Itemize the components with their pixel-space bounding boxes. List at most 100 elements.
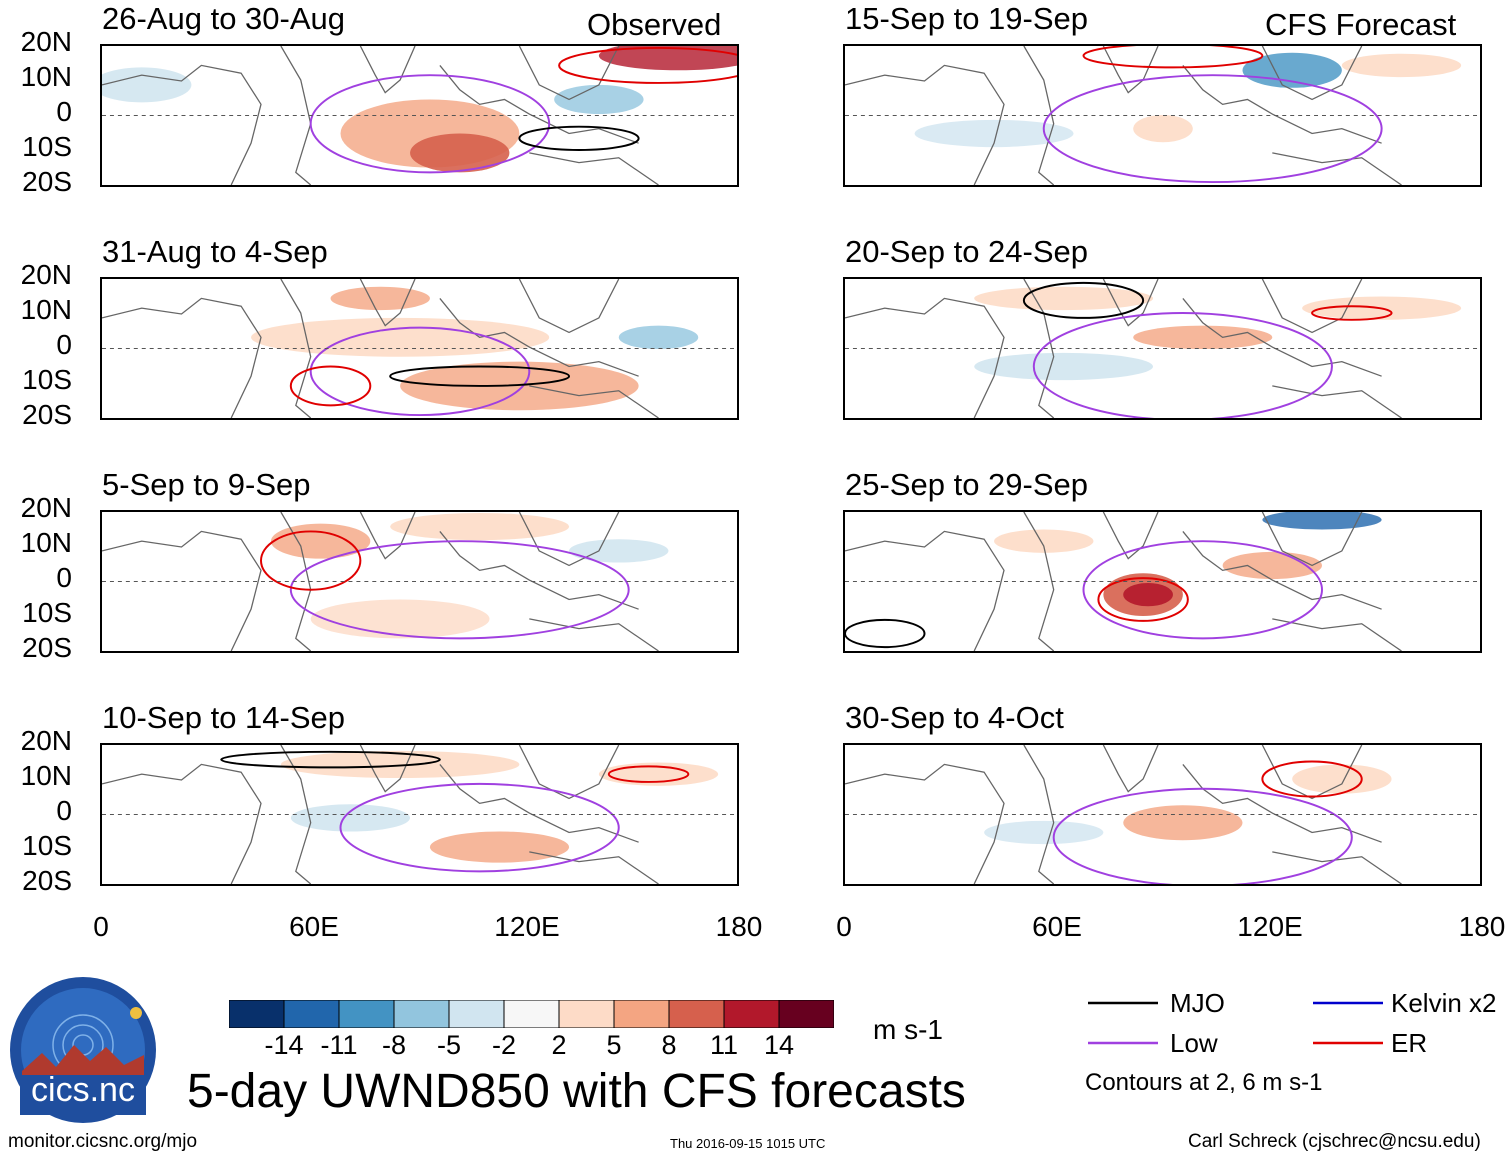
map-panel-7: [100, 743, 739, 886]
panel-title: 25-Sep to 29-Sep: [845, 467, 1089, 502]
map-panel-1: [100, 44, 739, 187]
colorbar-tick-label: 2: [551, 1030, 567, 1060]
colorbar-swatch: [723, 999, 780, 1029]
wind-anomaly-shading: [290, 804, 411, 832]
wave-contour: [607, 765, 690, 783]
cics-logo: cics.nc: [8, 975, 158, 1125]
colorbar-tick-label: -14: [264, 1030, 304, 1060]
wind-anomaly-shading: [1133, 115, 1193, 143]
wave-contour: [309, 326, 531, 417]
footer-credit: Carl Schreck (cjschrec@ncsu.edu): [1188, 1131, 1481, 1152]
wind-anomaly-shading: [974, 286, 1154, 311]
map-panel-2: [843, 44, 1482, 187]
legend-label-er: ER: [1391, 1028, 1428, 1058]
colorbar-swatch: [393, 999, 450, 1029]
map-canvas: [845, 745, 1480, 884]
wind-anomaly-shading: [102, 67, 192, 103]
wind-anomaly-shading: [1123, 582, 1173, 607]
footer-timestamp: Thu 2016-09-15 1015 UTC: [670, 1136, 826, 1151]
map-canvas: [102, 46, 737, 185]
lon-tick: 0: [93, 911, 109, 942]
map-canvas: [102, 512, 737, 651]
legend-label-low: Low: [1170, 1028, 1218, 1058]
coastline: [102, 745, 659, 884]
wave-contour: [220, 750, 441, 769]
lon-tick: 120E: [1237, 911, 1303, 942]
lon-tick: 180: [1458, 911, 1506, 942]
wave-contour: [309, 74, 551, 174]
colorbar-swatch: [778, 999, 835, 1029]
cfs-forecast-label: CFS Forecast: [1265, 7, 1457, 42]
colorbar-tick-label: 8: [661, 1030, 677, 1060]
wind-anomaly-shading: [270, 523, 371, 559]
lat-tick: 0: [56, 329, 72, 360]
coastline: [102, 279, 659, 418]
lat-tick: 20S: [22, 399, 72, 430]
map-panel-5: [100, 510, 739, 653]
wind-anomaly-shading: [1242, 52, 1342, 88]
lat-tick: 20N: [20, 492, 72, 523]
colorbar-tick-label: 14: [763, 1030, 795, 1060]
figure-title: 5-day UWND850 with CFS forecasts: [187, 1065, 966, 1118]
colorbar-swatch: [338, 999, 395, 1029]
colorbar-units: m s-1: [873, 1014, 943, 1045]
wind-anomaly-shading: [618, 325, 699, 349]
lon-tick: 60E: [1032, 911, 1082, 942]
observed-label: Observed: [587, 7, 722, 42]
lat-tick: 10N: [20, 760, 72, 791]
lat-tick: 20S: [22, 632, 72, 663]
lat-tick: 20N: [20, 259, 72, 290]
wind-anomaly-shading: [1341, 53, 1462, 78]
lat-tick: 0: [56, 96, 72, 127]
wind-anomaly-shading: [974, 352, 1154, 381]
wave-contour: [339, 782, 620, 873]
lat-tick: 20S: [22, 865, 72, 896]
wave-contour: [518, 125, 640, 151]
footer-url: monitor.cicsnc.org/mjo: [8, 1131, 198, 1152]
colorbar-tick-label: 5: [606, 1030, 622, 1060]
lon-tick: 120E: [494, 911, 560, 942]
lat-tick: 20S: [22, 166, 72, 197]
lon-tick: 180: [715, 911, 763, 942]
wave-contour: [1052, 787, 1353, 884]
map-panel-8: [843, 743, 1482, 886]
wave-contour: [1082, 540, 1323, 640]
colorbar-tick-label: -8: [381, 1030, 406, 1060]
wind-anomaly-shading: [1123, 805, 1243, 841]
wind-anomaly-shading: [390, 512, 570, 541]
wind-anomaly-shading: [984, 820, 1104, 845]
colorbar-swatch: [283, 999, 340, 1029]
wave-contour: [1082, 46, 1264, 69]
wind-anomaly-shading: [429, 831, 570, 863]
panel-title: 30-Sep to 4-Oct: [845, 700, 1064, 735]
wave-contour: [289, 365, 372, 407]
map-canvas: [102, 279, 737, 418]
wind-anomaly-shading: [1292, 764, 1392, 794]
wave-contour: [845, 618, 926, 649]
wave-contour: [260, 530, 362, 591]
wind-anomaly-shading: [251, 317, 550, 357]
wave-contour: [1022, 281, 1145, 319]
map-canvas: [845, 46, 1480, 185]
wind-anomaly-shading: [598, 46, 737, 71]
wind-anomaly-shading: [330, 286, 430, 311]
wind-anomaly-shading: [1262, 512, 1382, 530]
lon-tick: 0: [836, 911, 852, 942]
lat-tick: 20N: [20, 26, 72, 57]
wind-anomaly-shading: [554, 84, 644, 115]
colorbar-tick-label: -11: [320, 1030, 358, 1060]
coastline: [845, 279, 1402, 418]
lat-tick: 10S: [22, 597, 72, 628]
colorbar-swatch: [448, 999, 505, 1029]
legend-note: Contours at 2, 6 m s-1: [1085, 1069, 1323, 1096]
panel-title: 5-Sep to 9-Sep: [102, 467, 311, 502]
colorbar-swatch: [228, 999, 285, 1029]
wind-anomaly-shading: [400, 361, 639, 411]
wind-anomaly-shading: [280, 750, 520, 779]
wind-anomaly-shading: [310, 599, 490, 639]
wind-anomaly-shading: [569, 539, 669, 563]
colorbar-swatch: [558, 999, 615, 1029]
lat-tick: 10S: [22, 830, 72, 861]
coastline: [845, 745, 1402, 884]
legend-label-mjo: MJO: [1170, 988, 1225, 1018]
